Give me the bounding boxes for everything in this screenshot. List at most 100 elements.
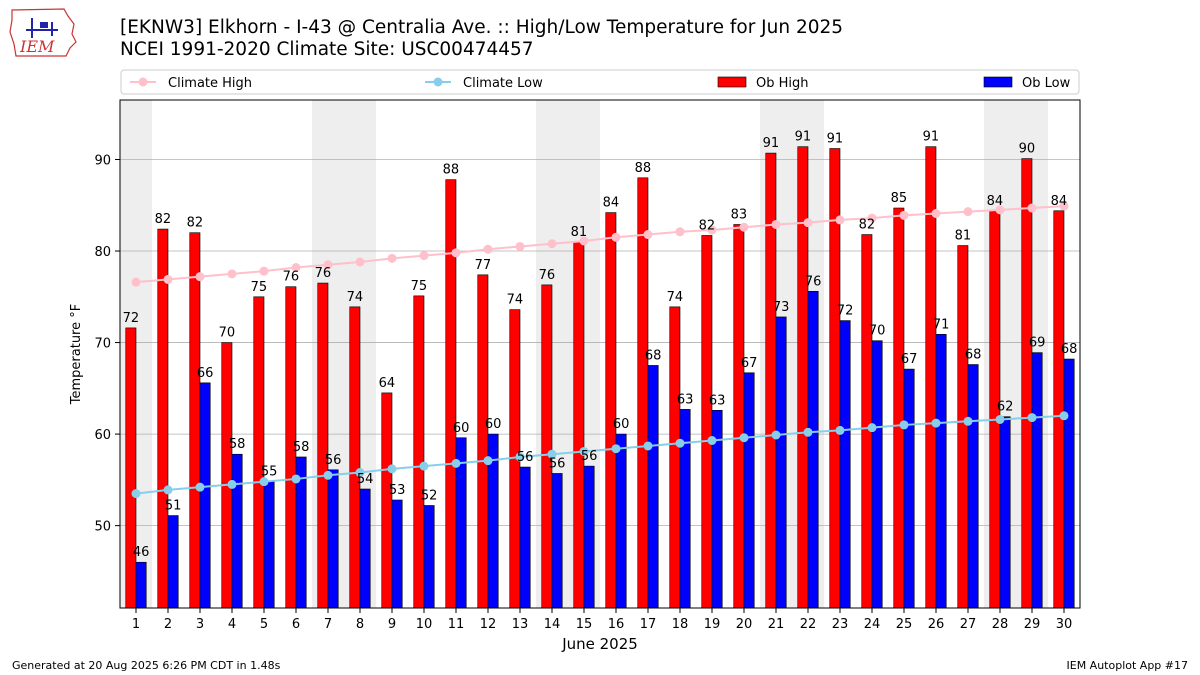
ob-high-bar — [125, 327, 137, 609]
climate-high-point — [995, 205, 1005, 215]
ob-high-bar — [253, 296, 265, 609]
ob-low-bar — [807, 291, 819, 609]
climate-low-point — [451, 458, 461, 468]
ob-high-bar — [445, 179, 457, 609]
climate-low-point — [803, 427, 813, 437]
x-tick-label: 21 — [768, 617, 785, 632]
ob-high-value-label: 74 — [507, 293, 524, 308]
app-label: IEM Autoplot App #17 — [1066, 659, 1189, 672]
climate-low-point — [259, 477, 269, 487]
x-tick-label: 19 — [704, 617, 721, 632]
ob-high-value-label: 82 — [155, 212, 172, 227]
ob-low-bar — [135, 561, 147, 609]
ob-high-value-label: 76 — [315, 266, 332, 281]
ob-low-bar — [1063, 358, 1075, 609]
legend-ob-low-swatch — [983, 76, 1013, 88]
climate-low-point — [483, 456, 493, 466]
climate-high-point — [419, 251, 429, 261]
legend-ob-high-label: Ob High — [756, 76, 809, 91]
climate-low-point — [899, 420, 909, 430]
climate-high-point — [899, 210, 909, 220]
ob-low-value-label: 60 — [613, 417, 630, 432]
ob-high-bar — [893, 207, 905, 609]
climate-high-point — [323, 260, 333, 270]
ob-high-value-label: 84 — [603, 196, 620, 211]
ob-low-value-label: 71 — [933, 317, 950, 332]
data-labels: 72 46 82 51 82 66 70 58 75 55 76 58 76 56 74 54 64 53 75 52… — [123, 130, 1078, 561]
ob-high-bar — [381, 392, 393, 609]
legend-climate-high-marker — [138, 77, 148, 87]
ob-high-value-label: 76 — [539, 268, 556, 283]
legend-climate-low-label: Climate Low — [463, 76, 543, 91]
y-tick-label: 60 — [94, 428, 111, 443]
ob-high-bar — [573, 241, 585, 609]
ob-low-value-label: 56 — [325, 453, 342, 468]
climate-low-point — [291, 474, 301, 484]
x-tick-label: 29 — [1024, 617, 1041, 632]
climate-high-point — [707, 225, 717, 235]
climate-low-point — [963, 416, 973, 426]
climate-low-point — [771, 430, 781, 440]
ob-low-bar — [551, 473, 563, 609]
legend-ob-high-swatch — [717, 76, 747, 88]
ob-low-bar — [583, 465, 595, 609]
ob-high-bar — [797, 146, 809, 609]
ob-high-bar — [1053, 210, 1065, 609]
ob-low-value-label: 60 — [485, 417, 502, 432]
ob-high-value-label: 70 — [219, 326, 236, 341]
gridlines — [120, 159, 1080, 527]
climate-low-point — [515, 452, 525, 462]
ob-low-bar — [263, 481, 275, 609]
climate-low-point — [1059, 411, 1069, 421]
legend-climate-low-marker — [433, 77, 443, 87]
y-tick-label: 80 — [94, 245, 111, 260]
x-tick-label: 6 — [292, 617, 300, 632]
ob-low-value-label: 52 — [421, 488, 438, 503]
ob-high-value-label: 75 — [411, 279, 428, 294]
legend: Climate High Climate Low Ob High Ob Low — [120, 69, 1080, 95]
ob-high-bar — [413, 295, 425, 609]
x-tick-label: 27 — [960, 617, 977, 632]
ob-low-value-label: 60 — [453, 421, 470, 436]
climate-high-point — [803, 218, 813, 228]
climate-high-point — [771, 219, 781, 229]
ob-low-bar — [327, 469, 339, 609]
ob-high-bar — [669, 306, 681, 609]
ob-high-bar — [637, 177, 649, 609]
ob-high-bar — [317, 282, 329, 609]
ob-low-bar — [199, 382, 211, 609]
y-tick-label: 70 — [94, 337, 111, 352]
x-tick-label: 26 — [928, 617, 945, 632]
ob-low-value-label: 69 — [1029, 336, 1046, 351]
ob-low-value-label: 67 — [901, 352, 918, 367]
climate-high-point — [227, 269, 237, 279]
ob-low-bar — [839, 320, 851, 609]
climate-low-point — [355, 468, 365, 478]
climate-low-point — [931, 418, 941, 428]
ob-low-bar — [519, 466, 531, 609]
ob-low-bar — [647, 365, 659, 609]
x-tick-label: 9 — [388, 617, 396, 632]
climate-low-point — [579, 446, 589, 456]
x-tick-label: 8 — [356, 617, 364, 632]
climate-high-point — [963, 207, 973, 217]
chart-title: [EKNW3] Elkhorn - I-43 @ Centralia Ave. … — [120, 17, 844, 38]
climate-low-point — [995, 414, 1005, 424]
x-tick-label: 13 — [512, 617, 529, 632]
climate-low-point — [867, 423, 877, 433]
ob-high-value-label: 81 — [571, 225, 588, 240]
ob-low-value-label: 73 — [773, 300, 790, 315]
climate-low-point — [323, 470, 333, 480]
x-tick-label: 10 — [416, 617, 433, 632]
x-tick-label: 16 — [608, 617, 625, 632]
x-tick-label: 22 — [800, 617, 817, 632]
ob-high-value-label: 72 — [123, 311, 140, 326]
x-tick-label: 4 — [228, 617, 236, 632]
ob-low-bar — [167, 515, 179, 609]
climate-low-point — [195, 482, 205, 492]
legend-frame — [120, 69, 1080, 95]
ob-low-value-label: 68 — [645, 348, 662, 363]
ob-high-value-label: 83 — [731, 207, 748, 222]
ob-high-bar — [957, 245, 969, 609]
